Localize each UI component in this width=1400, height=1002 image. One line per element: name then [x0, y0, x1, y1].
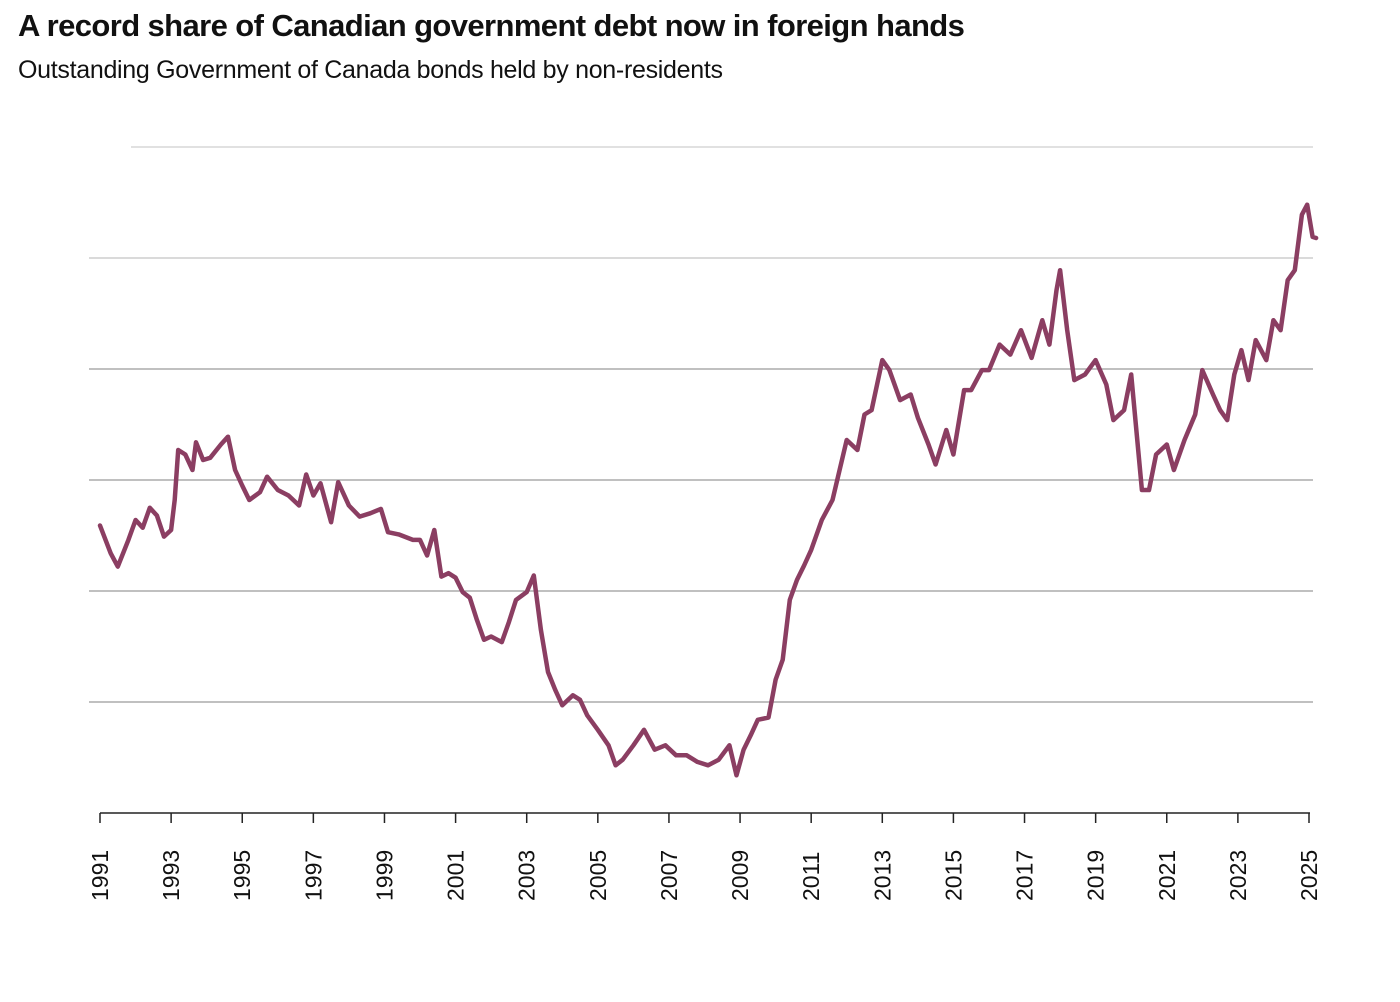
series-line: [97, 202, 1319, 778]
x-tick-label: 2015: [940, 850, 966, 901]
x-tick-label: 1997: [300, 850, 326, 901]
x-tick-label: 2005: [585, 850, 611, 901]
x-tick-label: 2021: [1154, 850, 1180, 901]
x-tick-label: 2003: [514, 850, 540, 901]
x-tick-label: 1993: [158, 850, 184, 901]
x-tick-label: 2017: [1012, 850, 1038, 901]
gridlines: [89, 146, 1313, 703]
x-tick-label: 2007: [656, 850, 682, 901]
x-tick-label: 2019: [1083, 850, 1109, 901]
x-tick-label: 1991: [87, 850, 113, 901]
x-tick-label: 1995: [229, 850, 255, 901]
x-tick-label: 2009: [727, 850, 753, 901]
x-axis: 1991 1993 1995 1997 1999 2001 2003 2005 2007 2009…: [87, 812, 1322, 901]
chart-title: A record share of Canadian government de…: [18, 8, 965, 43]
x-tick-label: 2025: [1296, 850, 1322, 901]
x-tick-label: 2001: [443, 850, 469, 901]
chart-subtitle: Outstanding Government of Canada bonds h…: [18, 56, 723, 84]
x-tick-label: 1999: [371, 850, 397, 901]
x-tick-label: 2011: [798, 852, 824, 901]
x-tick-label: 2013: [869, 850, 895, 901]
series-lines: [97, 202, 1319, 778]
x-tick-label: 2023: [1225, 850, 1251, 901]
